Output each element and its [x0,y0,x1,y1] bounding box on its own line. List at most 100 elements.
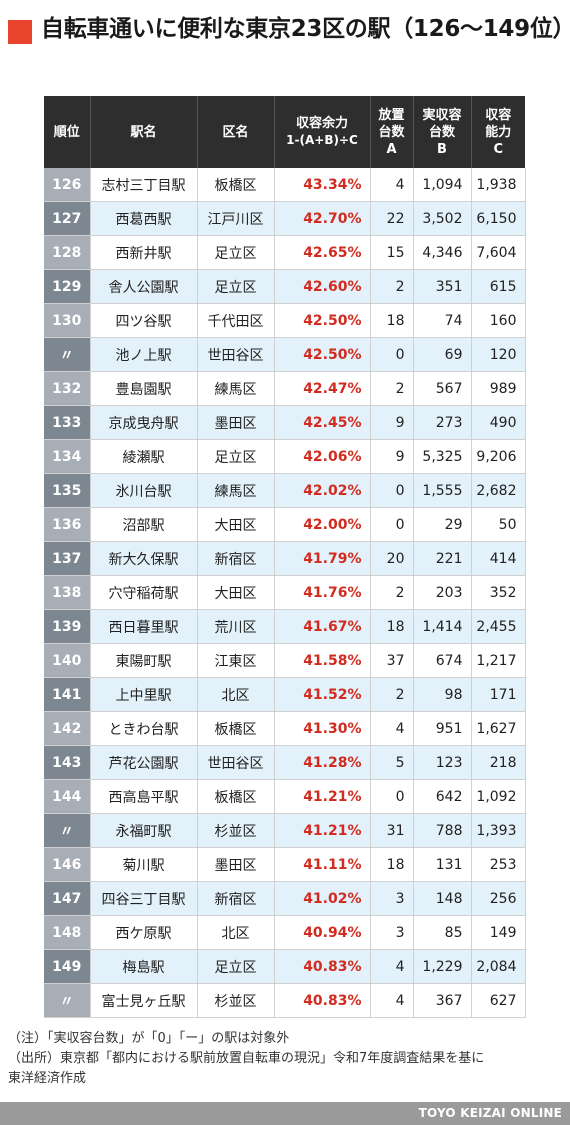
capacity-cell: 989 [471,371,526,406]
rate-cell: 40.83% [274,949,371,984]
rate-cell: 41.58% [274,643,371,678]
station-cell: 西日暮里駅 [90,609,198,644]
station-cell: 梅島駅 [90,949,198,984]
table-row: 132 豊島園駅 練馬区 42.47% 2 567 989 [44,371,526,406]
station-cell: 京成曳舟駅 [90,405,198,440]
parked-cell: 18 [370,609,414,644]
parked-cell: 20 [370,541,414,576]
rank-cell: 135 [44,473,91,508]
parked-cell: 0 [370,337,414,372]
capacity-cell: 50 [471,507,526,542]
actual-cell: 642 [413,779,472,814]
table-row: 149 梅島駅 足立区 40.83% 4 1,229 2,084 [44,949,526,984]
parked-cell: 2 [370,677,414,712]
station-cell: 芦花公園駅 [90,745,198,780]
rank-cell: 133 [44,405,91,440]
rank-cell: 132 [44,371,91,406]
rank-cell: 142 [44,711,91,746]
rank-cell: 126 [44,168,91,202]
actual-cell: 4,346 [413,235,472,270]
header-capacity: 収容 能力 C [471,96,525,168]
ward-cell: 墨田区 [197,847,275,882]
actual-cell: 3,502 [413,201,472,236]
rank-cell: 139 [44,609,91,644]
rate-cell: 42.50% [274,303,371,338]
rank-cell: 147 [44,881,91,916]
rate-cell: 42.50% [274,337,371,372]
parked-cell: 2 [370,575,414,610]
ward-cell: 墨田区 [197,405,275,440]
actual-cell: 273 [413,405,472,440]
table-row: 〃池ノ上駅 世田谷区 42.50% 0 69 120 [44,337,526,372]
ward-cell: 新宿区 [197,541,275,576]
ward-cell: 足立区 [197,269,275,304]
capacity-cell: 6,150 [471,201,526,236]
rate-cell: 40.94% [274,915,371,950]
rank-cell: 141 [44,677,91,712]
actual-cell: 1,555 [413,473,472,508]
rank-cell: 〃 [44,983,91,1018]
ward-cell: 大田区 [197,575,275,610]
ward-cell: 板橋区 [197,168,275,202]
rank-cell: 140 [44,643,91,678]
capacity-cell: 160 [471,303,526,338]
station-cell: 東陽町駅 [90,643,198,678]
source-text-line1: （出所）東京都「都内における駅前放置自転車の現況」令和7年度調査結果を基に [8,1051,485,1066]
station-cell: 菊川駅 [90,847,198,882]
table-row: 138 穴守稲荷駅 大田区 41.76% 2 203 352 [44,575,526,610]
source-text-line2: 東洋経済作成 [8,1071,87,1086]
rate-cell: 41.76% [274,575,371,610]
capacity-cell: 1,627 [471,711,526,746]
parked-cell: 15 [370,235,414,270]
parked-cell: 4 [370,949,414,984]
actual-cell: 674 [413,643,472,678]
table-row: 141 上中里駅 北区 41.52% 2 98 171 [44,677,526,712]
actual-cell: 85 [413,915,472,950]
title-block: 自転車通いに便利な東京23区の駅（126〜149位） [8,14,570,45]
capacity-cell: 414 [471,541,526,576]
parked-cell: 3 [370,881,414,916]
table-row: 147 四谷三丁目駅 新宿区 41.02% 3 148 256 [44,881,526,916]
capacity-cell: 1,938 [471,168,526,202]
station-cell: 穴守稲荷駅 [90,575,198,610]
ward-cell: 荒川区 [197,609,275,644]
page-title: 自転車通いに便利な東京23区の駅（126〜149位） [41,16,570,42]
station-cell: 西ケ原駅 [90,915,198,950]
capacity-cell: 627 [471,983,526,1018]
ward-cell: 大田区 [197,507,275,542]
table-row: 129 舎人公園駅 足立区 42.60% 2 351 615 [44,269,526,304]
rate-cell: 42.47% [274,371,371,406]
parked-cell: 0 [370,507,414,542]
station-cell: 上中里駅 [90,677,198,712]
rate-cell: 41.28% [274,745,371,780]
table-row: 127 西葛西駅 江戸川区 42.70% 22 3,502 6,150 [44,201,526,236]
capacity-cell: 171 [471,677,526,712]
parked-cell: 2 [370,371,414,406]
rank-cell: 143 [44,745,91,780]
capacity-cell: 218 [471,745,526,780]
ward-cell: 新宿区 [197,881,275,916]
header-capacity-line1: 収容 [485,107,512,123]
ward-cell: 江東区 [197,643,275,678]
parked-cell: 9 [370,439,414,474]
parked-cell: 4 [370,711,414,746]
rank-cell: 〃 [44,813,91,848]
actual-cell: 367 [413,983,472,1018]
ward-cell: 世田谷区 [197,337,275,372]
actual-cell: 5,325 [413,439,472,474]
header-actual: 実収容 台数 B [413,96,472,168]
rank-cell: 129 [44,269,91,304]
table-header-row: 順位 駅名 区名 収容余力 1-(A+B)÷C 放置 台数 A 実収容 台数 B… [44,96,525,168]
table-row: 142 ときわ台駅 板橋区 41.30% 4 951 1,627 [44,711,526,746]
rank-cell: 134 [44,439,91,474]
actual-cell: 131 [413,847,472,882]
actual-cell: 98 [413,677,472,712]
parked-cell: 18 [370,847,414,882]
rank-cell: 138 [44,575,91,610]
header-capacity-line2: 能力 [485,124,512,140]
actual-cell: 1,094 [413,168,472,202]
ward-cell: 世田谷区 [197,745,275,780]
capacity-cell: 2,455 [471,609,526,644]
rate-cell: 42.65% [274,235,371,270]
station-cell: 池ノ上駅 [90,337,198,372]
